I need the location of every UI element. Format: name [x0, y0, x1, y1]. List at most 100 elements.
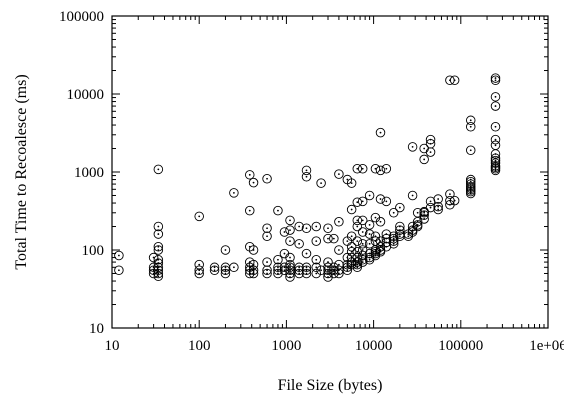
- data-point: [490, 140, 501, 151]
- data-point: [465, 188, 476, 199]
- data-point: [329, 262, 339, 273]
- data-point: [419, 154, 429, 165]
- data-point: [220, 245, 231, 255]
- y-tick-label: 100: [82, 243, 105, 259]
- data-point: [465, 115, 476, 126]
- data-point: [153, 268, 164, 279]
- data-point: [490, 75, 501, 86]
- data-point: [388, 236, 399, 246]
- data-point: [285, 236, 295, 246]
- data-point: [153, 164, 164, 175]
- x-tick-label: 100: [188, 338, 211, 354]
- data-point: [425, 147, 436, 157]
- data-point: [220, 268, 231, 279]
- data-point: [301, 265, 312, 276]
- data-point: [285, 265, 295, 276]
- x-axis-title: File Size (bytes): [278, 377, 383, 394]
- data-point: [301, 268, 312, 279]
- data-point: [153, 265, 164, 276]
- data-point: [194, 265, 204, 276]
- data-point: [273, 268, 283, 279]
- data-point: [279, 265, 290, 276]
- data-point: [346, 178, 357, 188]
- data-point: [114, 250, 124, 261]
- data-point: [248, 245, 259, 255]
- tick-labels: 10 100 1000 10000 100000 1e+06 10 100 1000 10000 1…: [59, 9, 564, 354]
- data-point: [375, 127, 386, 138]
- data-point: [346, 204, 357, 215]
- data-point: [323, 265, 333, 276]
- data-point: [248, 177, 259, 188]
- data-point: [229, 188, 239, 198]
- data-point: [153, 229, 164, 239]
- data-point: [245, 170, 255, 180]
- data-point: [357, 239, 368, 249]
- data-point: [490, 92, 501, 102]
- data-point: [285, 262, 295, 273]
- data-point: [490, 134, 501, 145]
- data-point: [346, 242, 357, 252]
- data-point: [248, 265, 259, 276]
- x-tick-label: 1000: [271, 338, 301, 354]
- data-point: [357, 227, 368, 237]
- data-point: [370, 231, 381, 242]
- y-tick-label: 10: [89, 321, 104, 337]
- data-point: [352, 197, 363, 207]
- data-point: [329, 233, 339, 244]
- data-point: [262, 268, 272, 279]
- data-point: [301, 248, 312, 259]
- data-point: [352, 257, 363, 267]
- data-point: [388, 233, 399, 244]
- data-point: [490, 73, 501, 83]
- data-point: [364, 190, 375, 201]
- x-tick-label: 100000: [438, 338, 483, 354]
- data-point: [465, 122, 476, 132]
- data-point: [153, 245, 164, 255]
- data-point: [323, 233, 333, 244]
- data-point: [323, 223, 333, 234]
- data-point: [311, 254, 322, 265]
- data-point: [153, 254, 164, 265]
- data-point: [194, 268, 204, 279]
- data-point: [364, 229, 375, 239]
- data-point: [148, 252, 159, 263]
- y-tick-label: 1000: [74, 165, 104, 181]
- data-point: [311, 268, 322, 279]
- data-point: [425, 196, 436, 207]
- data-point: [285, 272, 295, 282]
- data-point: [357, 164, 368, 174]
- data-point: [311, 236, 322, 246]
- data-point: [449, 75, 460, 86]
- data-point: [375, 194, 386, 204]
- data-point: [334, 245, 344, 255]
- data-point: [301, 223, 312, 234]
- data-point: [388, 208, 399, 218]
- data-point: [153, 221, 164, 232]
- data-point: [285, 215, 295, 226]
- data-point: [370, 164, 381, 174]
- data-point: [419, 214, 429, 224]
- data-point: [273, 205, 283, 216]
- data-point: [153, 271, 164, 282]
- data-point: [370, 250, 381, 261]
- data-point: [352, 262, 363, 273]
- data-point: [262, 223, 272, 234]
- data-point: [381, 164, 392, 174]
- y-tick-label: 100000: [59, 9, 104, 25]
- data-point: [301, 165, 312, 176]
- data-point: [364, 239, 375, 249]
- data-point: [465, 145, 476, 156]
- data-point: [425, 202, 436, 213]
- data-point: [209, 265, 220, 276]
- data-points: [114, 73, 501, 282]
- data-point: [375, 246, 386, 257]
- data-point: [425, 139, 436, 149]
- data-point: [364, 220, 375, 230]
- x-tick-label: 1e+06: [529, 338, 564, 354]
- data-point: [279, 227, 290, 237]
- data-point: [357, 215, 368, 226]
- data-point: [445, 189, 455, 199]
- x-tick-label: 10: [105, 338, 120, 354]
- data-point: [323, 262, 333, 273]
